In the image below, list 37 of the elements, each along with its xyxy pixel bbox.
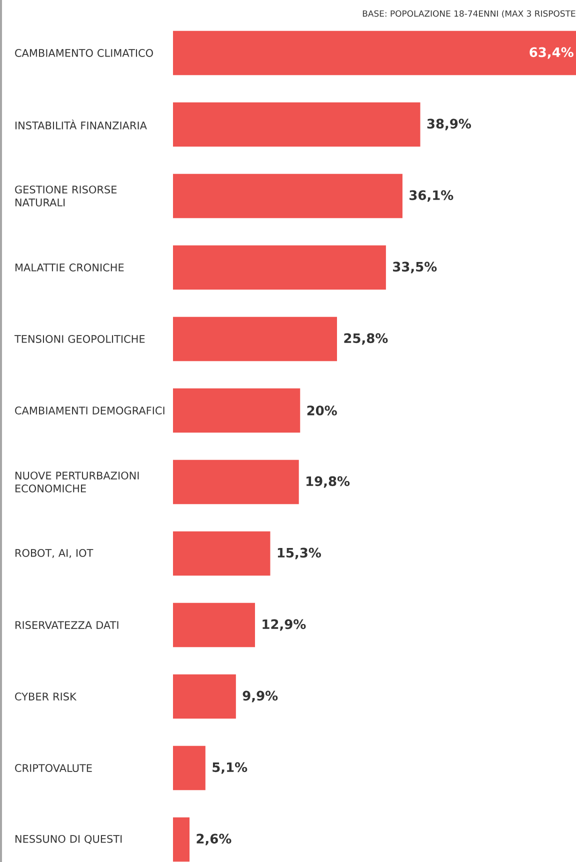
y-tick-label: RISERVATEZZA DATI	[16, 621, 118, 629]
data-label: 9,9%	[242, 690, 278, 702]
bar	[173, 30, 576, 76]
data-label: 19,8%	[306, 476, 350, 488]
y-tick-label: INSTABILITÀ FINANZIARIA	[16, 120, 147, 130]
y-tick-label: NESSUNO DI QUESTI	[16, 834, 122, 844]
bar	[173, 102, 420, 147]
data-label: 2,6%	[196, 834, 232, 846]
data-label: 36,1%	[410, 190, 454, 202]
bar	[173, 674, 236, 719]
data-label: 63,4%	[530, 47, 574, 59]
data-label: 5,1%	[212, 762, 248, 774]
y-tick-label: NUOVE PERTURBAZIONI ECONOMICHE	[16, 472, 139, 492]
data-label: 33,5%	[393, 262, 437, 274]
data-label: 15,3%	[278, 548, 321, 560]
bar	[173, 817, 190, 862]
y-tick-label: CAMBIAMENTO CLIMATICO	[15, 49, 153, 57]
chart-subtitle: BASE: POPOLAZIONE 18-74ENNI (MAX 3 RISPOSTE	[362, 10, 576, 18]
bar	[173, 245, 386, 290]
data-label: 12,9%	[262, 619, 306, 631]
y-tick-label: ROBOT, AI, IOT	[16, 549, 94, 558]
bar	[173, 460, 299, 504]
data-label: 20%	[307, 406, 337, 416]
y-tick-label: CAMBIAMENTI DEMOGRAFICI	[15, 406, 164, 414]
bar	[173, 174, 402, 218]
y-tick-label: TENSIONI GEOPOLITICHE	[14, 335, 145, 343]
bar	[173, 531, 270, 576]
data-label: 38,9%	[427, 118, 471, 130]
y-tick-label: GESTIONE RISORSE NATURALI	[15, 186, 117, 206]
y-tick-label: CYBER RISK	[15, 692, 77, 700]
bar	[173, 602, 255, 648]
y-tick-label: MALATTIE CRONICHE	[16, 264, 124, 272]
bar	[173, 388, 300, 433]
y-tick-label: CRIPTOVALUTE	[15, 764, 92, 772]
data-label: 25,8%	[344, 333, 388, 345]
bar	[173, 316, 337, 362]
bar	[173, 746, 206, 790]
